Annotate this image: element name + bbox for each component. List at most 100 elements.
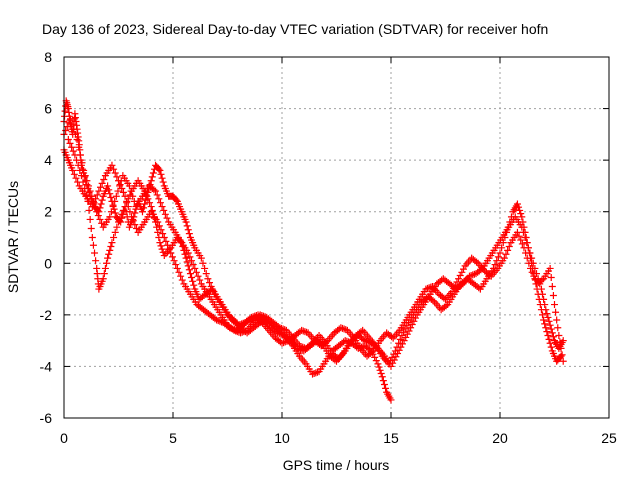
data-point xyxy=(232,327,240,335)
data-point xyxy=(543,328,551,336)
data-point xyxy=(100,175,108,183)
data-point xyxy=(357,328,365,336)
data-point xyxy=(216,317,224,325)
data-point xyxy=(132,224,140,232)
x-tick-label: 20 xyxy=(492,430,508,446)
data-point xyxy=(280,339,288,347)
data-point xyxy=(155,222,163,230)
data-point xyxy=(160,206,168,214)
data-point xyxy=(541,320,549,328)
data-point xyxy=(408,321,416,329)
data-point xyxy=(539,311,547,319)
data-point xyxy=(68,143,76,151)
data-point xyxy=(394,350,402,358)
data-point xyxy=(240,328,248,336)
data-point xyxy=(502,250,510,258)
data-point xyxy=(63,123,71,131)
data-point xyxy=(74,178,82,186)
data-point xyxy=(158,245,166,253)
data-point xyxy=(81,172,89,180)
data-point xyxy=(183,222,191,230)
y-tick-label: -6 xyxy=(40,410,53,426)
data-point xyxy=(364,338,372,346)
data-point xyxy=(111,169,119,177)
data-point xyxy=(80,166,88,174)
data-point xyxy=(473,258,481,266)
data-point xyxy=(188,273,196,281)
data-point xyxy=(456,272,464,280)
data-point xyxy=(534,275,542,283)
data-point xyxy=(361,337,369,345)
data-point xyxy=(152,187,160,195)
data-point xyxy=(396,335,404,343)
data-point xyxy=(199,259,207,267)
data-point xyxy=(126,208,134,216)
data-point xyxy=(548,329,556,337)
data-point xyxy=(111,209,119,217)
data-point xyxy=(375,363,383,371)
x-tick-label: 0 xyxy=(60,430,68,446)
data-point xyxy=(106,190,114,198)
data-point xyxy=(312,369,320,377)
data-point xyxy=(412,314,420,322)
data-point xyxy=(75,143,83,151)
data-point xyxy=(185,266,193,274)
data-point xyxy=(526,249,534,257)
data-point xyxy=(309,370,317,378)
data-point xyxy=(214,317,222,325)
data-point xyxy=(515,203,523,211)
data-point xyxy=(157,226,165,234)
data-point xyxy=(186,270,194,278)
data-point xyxy=(155,165,163,173)
data-point xyxy=(140,204,148,212)
data-point xyxy=(340,325,348,333)
data-point xyxy=(192,268,200,276)
data-point xyxy=(257,317,265,325)
data-point xyxy=(299,327,307,335)
data-point xyxy=(557,352,565,360)
data-point xyxy=(475,284,483,292)
data-point xyxy=(141,200,149,208)
y-tick-label: 2 xyxy=(44,204,52,220)
data-point xyxy=(127,187,135,195)
data-point xyxy=(150,186,158,194)
data-point xyxy=(153,191,161,199)
data-point xyxy=(549,333,557,341)
data-point xyxy=(146,199,154,207)
data-point xyxy=(496,249,504,257)
data-point xyxy=(542,306,550,314)
y-tick-label: 4 xyxy=(44,152,52,168)
data-point xyxy=(73,136,81,144)
data-point xyxy=(112,192,120,200)
data-point xyxy=(453,278,461,286)
data-point xyxy=(64,136,72,144)
data-point xyxy=(106,246,114,254)
data-point xyxy=(547,325,555,333)
data-point xyxy=(163,214,171,222)
x-tick-label: 25 xyxy=(601,430,617,446)
data-point xyxy=(119,188,127,196)
data-point xyxy=(552,308,560,316)
data-point xyxy=(389,359,397,367)
x-tick-label: 10 xyxy=(274,430,290,446)
data-point xyxy=(172,261,180,269)
data-point xyxy=(313,368,321,376)
data-point xyxy=(245,316,253,324)
data-point xyxy=(99,275,107,283)
data-point xyxy=(191,264,199,272)
data-point xyxy=(398,331,406,339)
data-point xyxy=(295,342,303,350)
data-point xyxy=(424,284,432,292)
data-point xyxy=(170,257,178,265)
data-point xyxy=(156,239,164,247)
data-point xyxy=(465,272,473,280)
data-point xyxy=(196,276,204,284)
data-point xyxy=(111,228,119,236)
data-point xyxy=(372,357,380,365)
data-point xyxy=(76,151,84,159)
data-point xyxy=(469,271,477,279)
data-point xyxy=(161,210,169,218)
data-point xyxy=(172,196,180,204)
data-point xyxy=(442,302,450,310)
data-points xyxy=(60,97,567,404)
